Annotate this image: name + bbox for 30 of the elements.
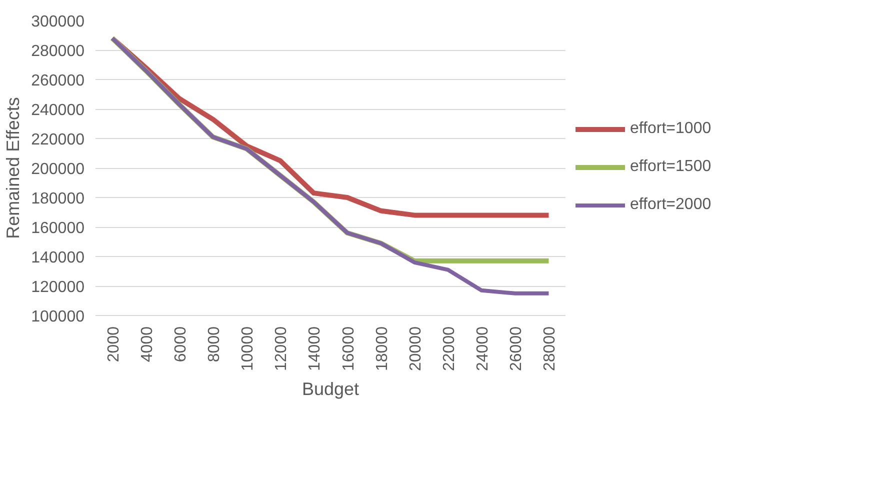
y-tick-label: 300000 xyxy=(31,14,85,30)
x-tick-label: 18000 xyxy=(374,326,391,371)
y-tick-label: 160000 xyxy=(31,220,85,237)
x-tick-label: 4000 xyxy=(138,326,156,362)
y-tick-label: 180000 xyxy=(31,190,85,208)
x-tick-label: 20000 xyxy=(407,326,424,371)
legend-label: effort=1500 xyxy=(630,158,712,176)
x-tick-label: 26000 xyxy=(508,326,526,371)
y-tick-label: 280000 xyxy=(31,43,85,60)
x-tick-label: 8000 xyxy=(206,326,223,362)
x-axis-title: Budget xyxy=(302,378,360,399)
y-tick-label: 140000 xyxy=(31,250,85,266)
x-tick-label: 24000 xyxy=(474,326,492,371)
x-tick-label: 22000 xyxy=(441,326,458,371)
legend-label: effort=2000 xyxy=(630,196,712,214)
x-tick-label: 6000 xyxy=(172,326,190,362)
y-tick-label: 220000 xyxy=(31,132,85,148)
x-tick-label: 10000 xyxy=(240,326,257,371)
x-tick-label: 16000 xyxy=(340,326,358,371)
y-tick-label: 200000 xyxy=(31,161,85,178)
y-tick-label: 100000 xyxy=(31,308,85,326)
x-tick-label: 14000 xyxy=(306,326,324,371)
y-tick-label: 260000 xyxy=(31,72,85,90)
y-axis-title: Remained Effects xyxy=(3,97,24,239)
y-tick-label: 120000 xyxy=(31,279,85,296)
x-tick-label: 28000 xyxy=(542,326,559,371)
x-tick-label: 2000 xyxy=(105,326,122,362)
y-tick-label: 240000 xyxy=(31,102,85,119)
x-tick-label: 12000 xyxy=(273,326,290,371)
legend-label: effort=1000 xyxy=(630,120,712,138)
